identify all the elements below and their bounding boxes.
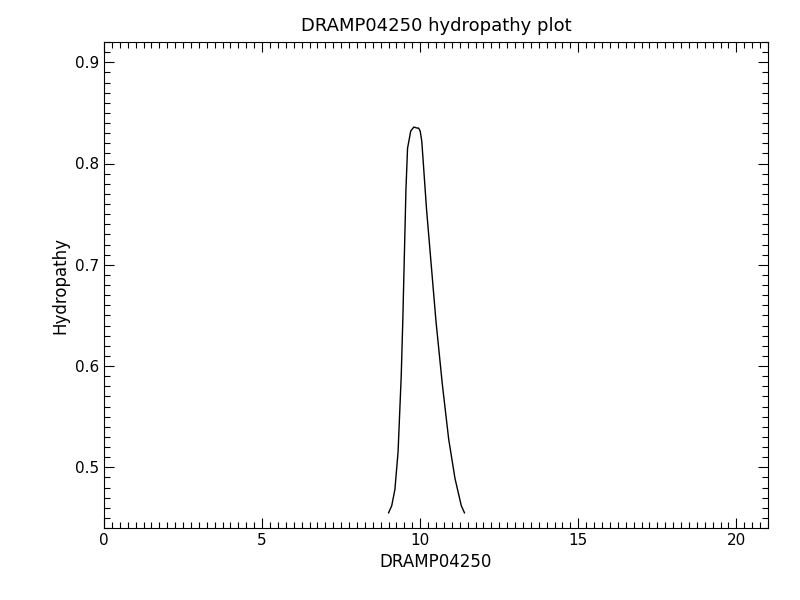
Y-axis label: Hydropathy: Hydropathy <box>51 236 70 334</box>
Title: DRAMP04250 hydropathy plot: DRAMP04250 hydropathy plot <box>301 17 571 35</box>
X-axis label: DRAMP04250: DRAMP04250 <box>380 553 492 571</box>
